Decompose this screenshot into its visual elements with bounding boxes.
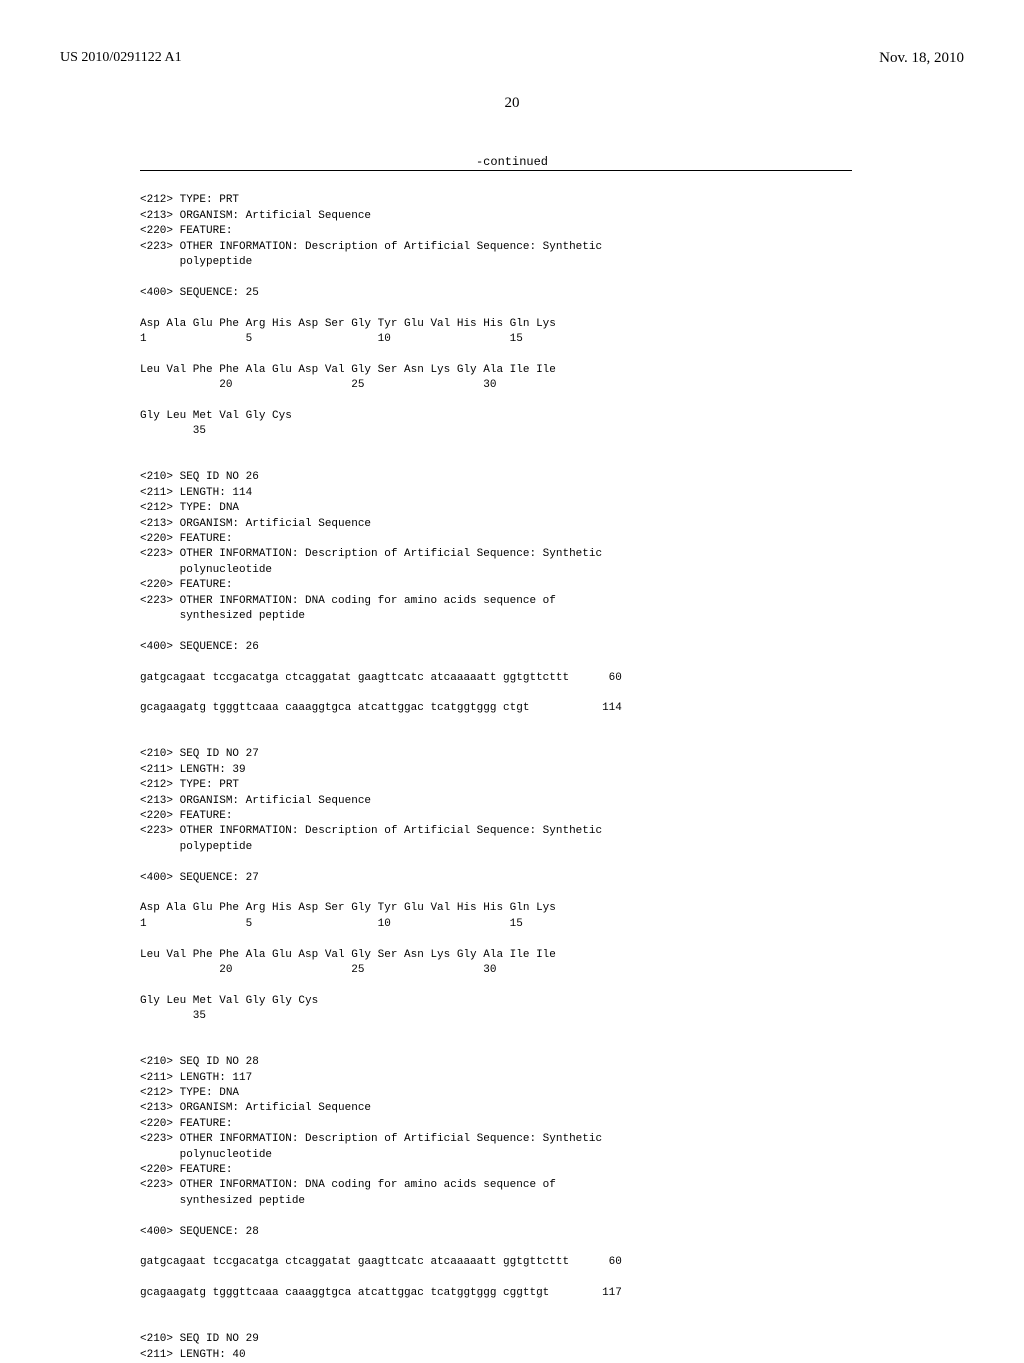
seq26-type: <212> TYPE: DNA [140, 502, 239, 514]
seq28-id: <210> SEQ ID NO 28 [140, 1056, 259, 1068]
seq26-feature1: <220> FEATURE: [140, 533, 232, 545]
seq28-label: <400> SEQUENCE: 28 [140, 1226, 259, 1238]
seq28-dna2: gcagaagatg tgggttcaaa caaaggtgca atcattg… [140, 1287, 622, 1299]
separator-line [140, 170, 852, 171]
seq25-other-info-1: <223> OTHER INFORMATION: Description of … [140, 241, 602, 253]
seq26-other-info-1: <223> OTHER INFORMATION: Description of … [140, 548, 602, 560]
seq25-feature: <220> FEATURE: [140, 225, 232, 237]
seq27-aa-line3: Gly Leu Met Val Gly Gly Cys [140, 995, 318, 1007]
seq26-feature2: <220> FEATURE: [140, 579, 232, 591]
seq27-other-info-1: <223> OTHER INFORMATION: Description of … [140, 825, 602, 837]
seq28-organism: <213> ORGANISM: Artificial Sequence [140, 1102, 371, 1114]
seq28-length: <211> LENGTH: 117 [140, 1072, 252, 1084]
seq28-feature2: <220> FEATURE: [140, 1164, 232, 1176]
seq27-id: <210> SEQ ID NO 27 [140, 748, 259, 760]
seq26-length: <211> LENGTH: 114 [140, 487, 252, 499]
seq28-other-info-2: polynucleotide [140, 1149, 272, 1161]
seq25-type: <212> TYPE: PRT [140, 194, 239, 206]
seq25-aa-line1: Asp Ala Glu Phe Arg His Asp Ser Gly Tyr … [140, 318, 556, 330]
seq28-other-info-3: <223> OTHER INFORMATION: DNA coding for … [140, 1179, 556, 1191]
seq26-label: <400> SEQUENCE: 26 [140, 641, 259, 653]
seq27-length: <211> LENGTH: 39 [140, 764, 246, 776]
seq27-feature: <220> FEATURE: [140, 810, 232, 822]
continued-label: -continued [0, 155, 1024, 169]
seq25-aa-nums3: 35 [140, 425, 206, 437]
publication-date: Nov. 18, 2010 [879, 50, 964, 67]
seq27-type: <212> TYPE: PRT [140, 779, 239, 791]
sequence-listing: <212> TYPE: PRT <213> ORGANISM: Artifici… [140, 178, 852, 1363]
seq25-organism: <213> ORGANISM: Artificial Sequence [140, 210, 371, 222]
seq28-other-info-1: <223> OTHER INFORMATION: Description of … [140, 1133, 602, 1145]
seq27-aa-nums1: 1 5 10 15 [140, 918, 523, 930]
seq25-aa-line2: Leu Val Phe Phe Ala Glu Asp Val Gly Ser … [140, 364, 556, 376]
seq26-other-info-2: polynucleotide [140, 564, 272, 576]
seq26-other-info-4: synthesized peptide [140, 610, 305, 622]
seq27-organism: <213> ORGANISM: Artificial Sequence [140, 795, 371, 807]
publication-number: US 2010/0291122 A1 [60, 50, 182, 66]
seq28-feature1: <220> FEATURE: [140, 1118, 232, 1130]
seq28-dna1: gatgcagaat tccgacatga ctcaggatat gaagttc… [140, 1256, 622, 1268]
seq25-aa-nums2: 20 25 30 [140, 379, 496, 391]
seq27-aa-line1: Asp Ala Glu Phe Arg His Asp Ser Gly Tyr … [140, 902, 556, 914]
seq28-type: <212> TYPE: DNA [140, 1087, 239, 1099]
seq26-organism: <213> ORGANISM: Artificial Sequence [140, 518, 371, 530]
seq26-id: <210> SEQ ID NO 26 [140, 471, 259, 483]
seq27-aa-nums2: 20 25 30 [140, 964, 496, 976]
page-number: 20 [0, 95, 1024, 112]
seq26-other-info-3: <223> OTHER INFORMATION: DNA coding for … [140, 595, 556, 607]
seq25-aa-line3: Gly Leu Met Val Gly Cys [140, 410, 292, 422]
seq29-id: <210> SEQ ID NO 29 [140, 1333, 259, 1345]
seq27-other-info-2: polypeptide [140, 841, 252, 853]
seq25-other-info-2: polypeptide [140, 256, 252, 268]
seq25-aa-nums1: 1 5 10 15 [140, 333, 523, 345]
seq26-dna2: gcagaagatg tgggttcaaa caaaggtgca atcattg… [140, 702, 622, 714]
seq25-label: <400> SEQUENCE: 25 [140, 287, 259, 299]
seq28-other-info-4: synthesized peptide [140, 1195, 305, 1207]
seq26-dna1: gatgcagaat tccgacatga ctcaggatat gaagttc… [140, 672, 622, 684]
seq27-aa-line2: Leu Val Phe Phe Ala Glu Asp Val Gly Ser … [140, 949, 556, 961]
seq27-aa-nums3: 35 [140, 1010, 206, 1022]
seq27-label: <400> SEQUENCE: 27 [140, 872, 259, 884]
seq29-length: <211> LENGTH: 40 [140, 1349, 246, 1361]
